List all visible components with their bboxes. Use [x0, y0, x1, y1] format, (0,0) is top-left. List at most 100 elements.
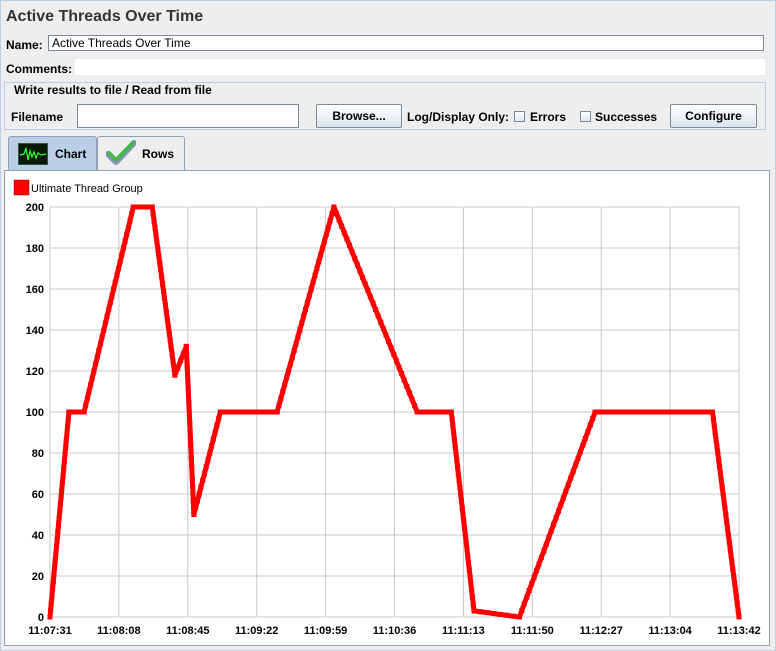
data-point [455, 464, 461, 470]
y-tick-label: 140 [26, 325, 44, 337]
data-point [188, 449, 194, 454]
data-point [167, 337, 173, 343]
data-point [442, 409, 447, 415]
comments-input[interactable] [75, 59, 765, 75]
data-point [117, 259, 123, 265]
data-point [308, 286, 314, 292]
data-point [524, 594, 530, 600]
errors-label: Errors [530, 110, 567, 124]
x-tick-label: 11:09:59 [304, 625, 347, 637]
data-point [727, 546, 733, 552]
data-point [156, 253, 162, 259]
y-tick-label: 120 [26, 366, 44, 378]
data-point [720, 491, 726, 497]
data-point [462, 526, 468, 532]
data-point [88, 382, 94, 388]
file-section [4, 82, 766, 130]
data-point [568, 475, 574, 481]
data-point [682, 409, 688, 415]
data-point [47, 614, 53, 620]
data-point [59, 480, 65, 486]
configure-button[interactable]: Configure [670, 104, 757, 128]
data-point [60, 473, 66, 479]
data-point [654, 409, 660, 415]
file-section-title: Write results to file / Read from file [12, 83, 214, 97]
data-point [551, 521, 557, 527]
name-input[interactable] [48, 35, 764, 51]
data-point [456, 478, 462, 484]
data-point [563, 488, 569, 494]
y-tick-label: 40 [32, 530, 44, 542]
errors-checkbox[interactable] [514, 111, 525, 122]
data-point [349, 249, 355, 255]
data-point [464, 546, 470, 552]
data-point [396, 364, 402, 370]
x-tick-label: 11:12:27 [579, 625, 622, 637]
data-point [214, 423, 220, 429]
data-point [536, 561, 542, 567]
data-point [184, 357, 190, 363]
data-point [295, 334, 301, 340]
tab-rows[interactable]: Rows [97, 136, 185, 170]
data-point [58, 494, 64, 500]
data-point [728, 553, 734, 558]
data-point [183, 343, 189, 349]
data-point [462, 532, 468, 538]
data-point [452, 443, 458, 449]
data-point [725, 532, 731, 538]
data-point [109, 293, 115, 299]
x-tick-label: 11:11:50 [511, 625, 554, 637]
data-point [336, 217, 342, 223]
data-point [209, 443, 214, 449]
data-point [216, 416, 222, 422]
data-point [592, 409, 598, 415]
data-point [153, 232, 159, 238]
page-title: Active Threads Over Time [6, 8, 204, 25]
data-point [207, 450, 213, 456]
data-point [526, 588, 532, 593]
data-point [510, 613, 516, 619]
data-point [63, 444, 69, 450]
data-point [570, 469, 576, 474]
data-point [712, 430, 718, 435]
tab-chart[interactable]: Chart [8, 136, 97, 170]
data-point [393, 358, 399, 364]
data-point [161, 288, 167, 294]
data-point [159, 274, 165, 280]
successes-checkbox[interactable] [580, 111, 591, 122]
data-point [580, 442, 586, 448]
data-point [124, 231, 130, 237]
data-point [719, 484, 725, 490]
data-point [470, 601, 476, 607]
data-point [404, 383, 410, 389]
browse-button[interactable]: Browse... [316, 104, 402, 128]
data-point [478, 609, 483, 615]
data-point [516, 614, 522, 620]
data-point [558, 502, 564, 508]
data-point [675, 409, 681, 415]
data-point [519, 607, 525, 613]
data-point [48, 600, 54, 606]
data-point [180, 351, 186, 357]
data-point [365, 287, 371, 293]
data-point [458, 491, 464, 497]
data-point [497, 611, 503, 617]
data-point [155, 246, 161, 252]
data-point [278, 395, 284, 401]
data-point [732, 580, 738, 586]
filename-input[interactable] [77, 104, 299, 128]
data-point [91, 368, 97, 374]
data-point [729, 559, 735, 565]
y-tick-label: 0 [38, 612, 44, 624]
data-point [714, 443, 720, 449]
data-point [62, 451, 68, 457]
data-point [203, 464, 209, 470]
data-point [484, 610, 490, 616]
x-tick-label: 11:13:04 [648, 625, 692, 637]
data-point [194, 498, 200, 504]
y-tick-label: 80 [32, 448, 44, 460]
x-tick-label: 11:08:45 [166, 625, 209, 637]
data-point [61, 466, 67, 472]
data-point [451, 430, 457, 436]
data-point [157, 260, 163, 266]
